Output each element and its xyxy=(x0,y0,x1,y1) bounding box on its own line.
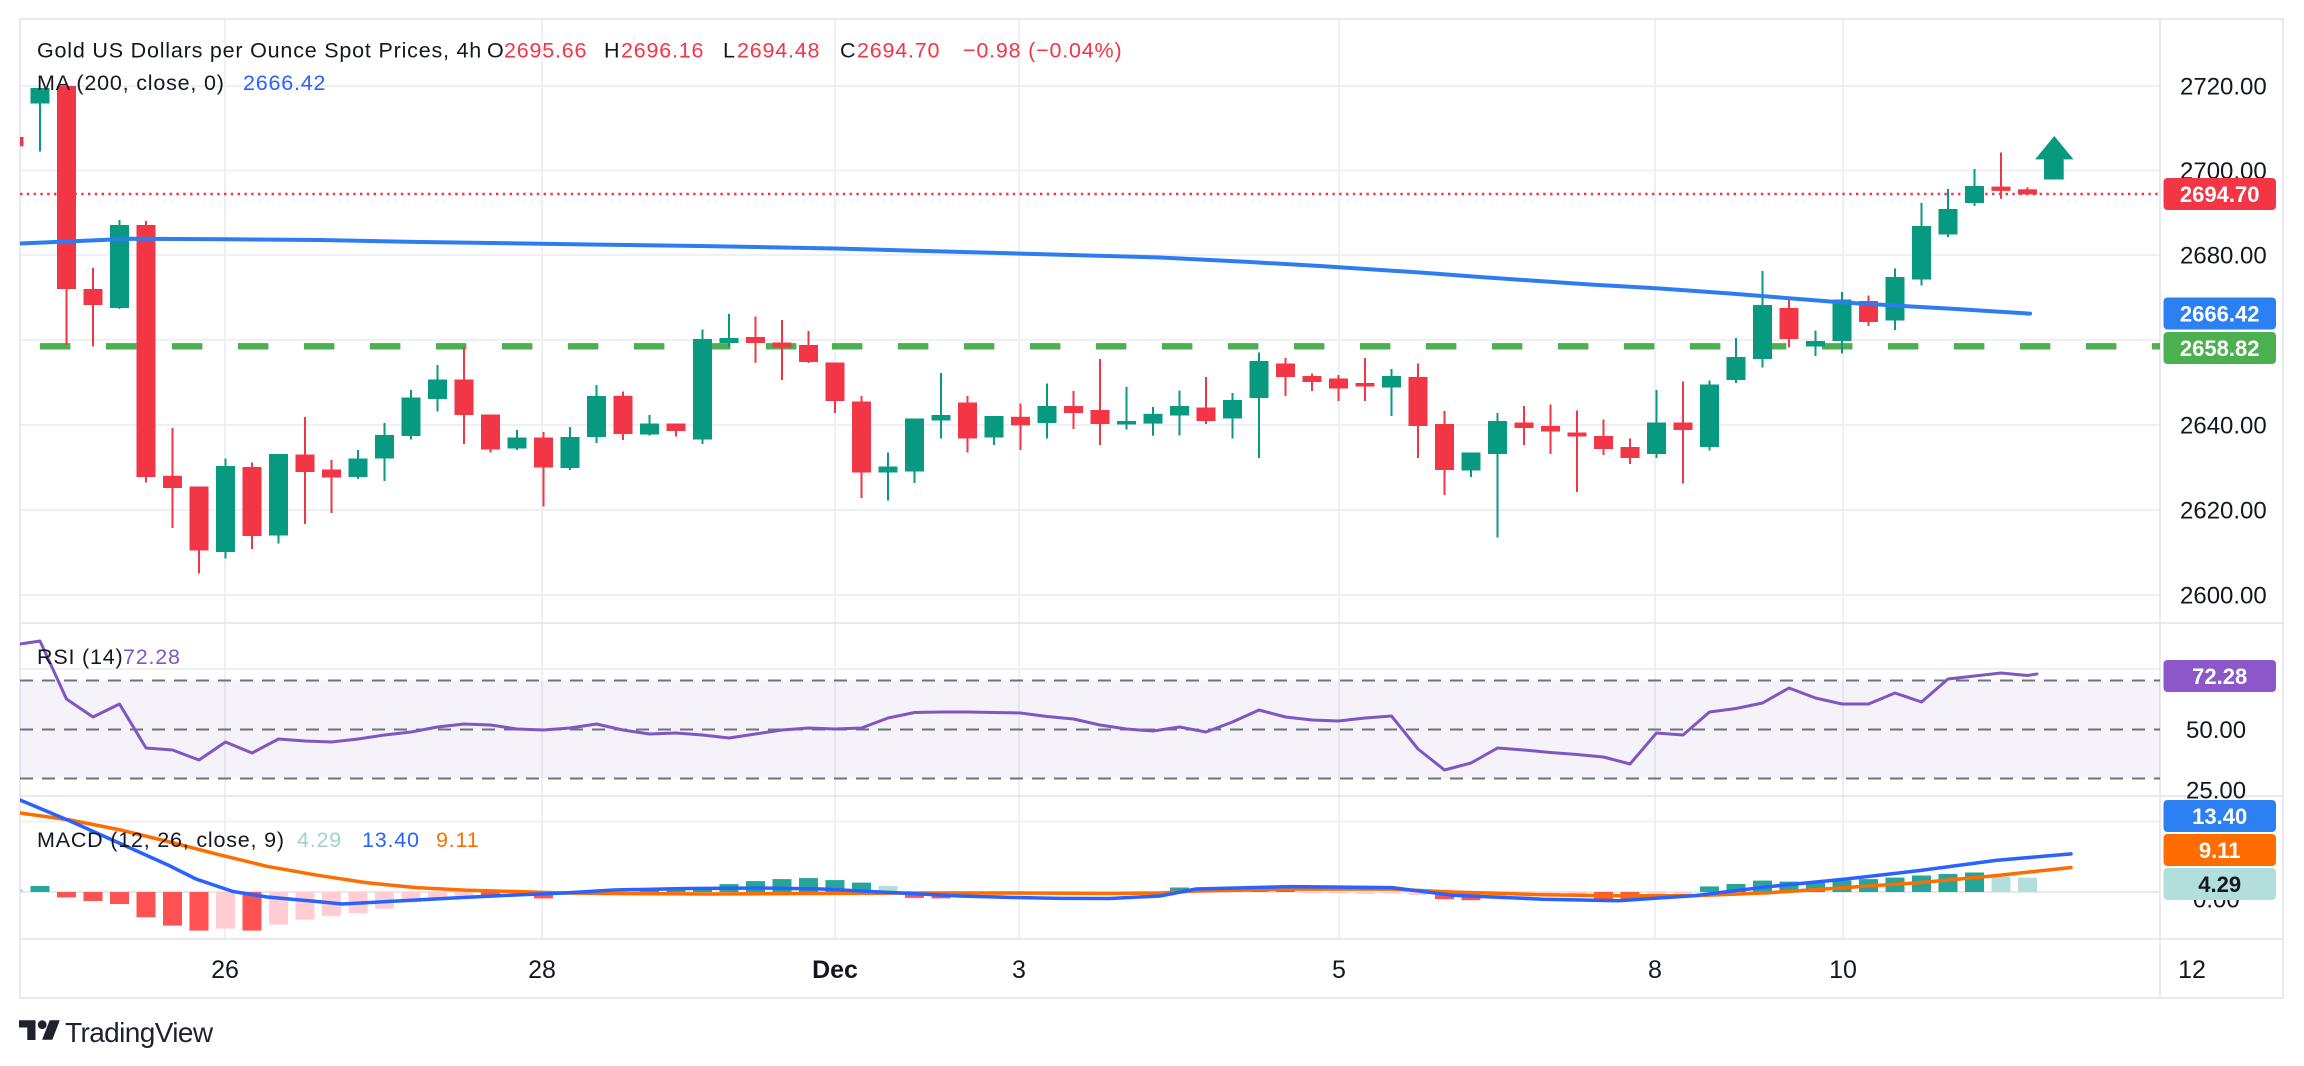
svg-text:RSI (14)72.28: RSI (14)72.28 xyxy=(37,645,181,669)
svg-text:28: 28 xyxy=(528,956,556,984)
svg-text:2640.00: 2640.00 xyxy=(2180,412,2267,439)
svg-text:2720.00: 2720.00 xyxy=(2180,73,2267,100)
svg-text:2666.42: 2666.42 xyxy=(2180,301,2260,326)
svg-text:9.11: 9.11 xyxy=(2199,838,2241,863)
svg-text:TradingView: TradingView xyxy=(65,1017,214,1048)
svg-text:8: 8 xyxy=(1648,956,1662,984)
svg-text:Gold US Dollars per Ounce Spot: Gold US Dollars per Ounce Spot Prices, 4… xyxy=(37,39,1122,63)
svg-text:Dec: Dec xyxy=(812,956,858,984)
svg-text:10: 10 xyxy=(1829,956,1857,984)
svg-text:2600.00: 2600.00 xyxy=(2180,582,2267,609)
svg-text:MA (200, close, 0)2666.42: MA (200, close, 0) 2666.42 xyxy=(37,71,326,95)
svg-text:25.00: 25.00 xyxy=(2186,777,2246,804)
svg-text:26: 26 xyxy=(211,956,239,984)
svg-text:72.28: 72.28 xyxy=(2192,664,2247,689)
svg-text:5: 5 xyxy=(1332,956,1346,984)
svg-text:2620.00: 2620.00 xyxy=(2180,497,2267,524)
svg-text:2680.00: 2680.00 xyxy=(2180,242,2267,269)
svg-text:13.40: 13.40 xyxy=(2192,804,2247,829)
svg-text:2658.82: 2658.82 xyxy=(2180,336,2260,361)
svg-text:12: 12 xyxy=(2178,956,2206,984)
svg-text:3: 3 xyxy=(1012,956,1026,984)
svg-text:4.29: 4.29 xyxy=(2198,872,2241,897)
svg-text:50.00: 50.00 xyxy=(2186,717,2246,744)
svg-text:2694.70: 2694.70 xyxy=(2180,182,2260,207)
